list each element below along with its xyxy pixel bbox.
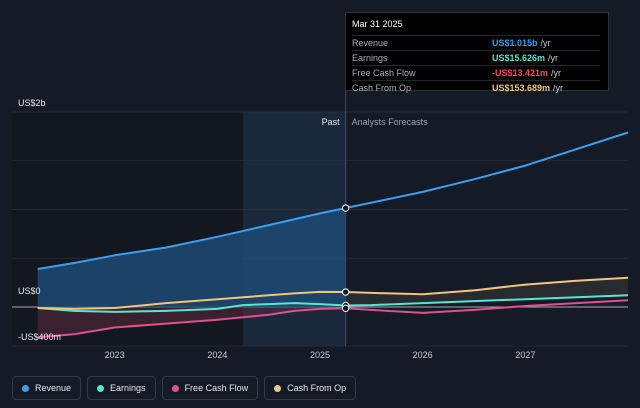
free-cash-flow-line — [37, 299, 629, 339]
tooltip-row: Free Cash Flow -US$13.421m/yr — [352, 65, 600, 80]
revenue-marker — [341, 204, 350, 212]
legend-item-revenue[interactable]: Revenue — [12, 376, 82, 400]
tooltip-row: Revenue US$1.015b/yr — [352, 35, 600, 50]
revenue-line — [37, 131, 629, 270]
x-tick-label: 2024 — [207, 350, 227, 360]
y-axis-top-label: US$2b — [18, 98, 46, 108]
x-tick-label: 2027 — [515, 350, 535, 360]
tooltip-row-name: Cash From Op — [352, 83, 412, 93]
cash-from-op-area — [345, 277, 628, 306]
tooltip: Mar 31 2025 Revenue US$1.015b/yr Earnings U… — [345, 12, 609, 93]
tooltip-row-name: Earnings — [352, 53, 388, 63]
tooltip-row-unit: /yr — [553, 83, 564, 93]
legend: Revenue Earnings Free Cash Flow Cash From O… — [12, 376, 357, 402]
legend-label: Cash From Op — [287, 383, 347, 393]
tooltip-row-value: US$153.689m — [492, 83, 551, 93]
legend-item-cash-from-op[interactable]: Cash From Op — [264, 376, 357, 400]
tooltip-row-name: Revenue — [352, 38, 389, 48]
earnings-line — [37, 294, 629, 313]
legend-dot-icon — [97, 384, 105, 392]
past-label: Past — [322, 117, 341, 127]
tooltip-date: Mar 31 2025 — [352, 19, 403, 29]
x-tick-label: 2025 — [310, 350, 330, 360]
forecast-label: Analysts Forecasts — [352, 117, 429, 127]
tooltip-row-unit: /yr — [548, 53, 559, 63]
tooltip-row-value: -US$13.421m — [492, 68, 549, 78]
legend-dot-icon — [274, 384, 282, 392]
tooltip-row-unit: /yr — [551, 68, 562, 78]
legend-label: Free Cash Flow — [184, 383, 249, 393]
free-cash-flow-marker — [341, 304, 350, 313]
tooltip-row-name: Free Cash Flow — [352, 68, 416, 78]
cash-from-op-marker — [341, 288, 350, 296]
legend-item-earnings[interactable]: Earnings — [87, 376, 156, 400]
revenue-area — [37, 208, 346, 307]
legend-dot-icon — [22, 384, 29, 392]
tooltip-row: Cash From Op US$153.689m/yr — [352, 80, 600, 95]
tooltip-row-unit: /yr — [540, 38, 551, 48]
cash-from-op-line — [37, 276, 629, 310]
tooltip-row: Earnings US$15.626m/yr — [352, 50, 600, 65]
y-axis-zero-label: US$0 — [18, 286, 41, 296]
legend-item-free-cash-flow[interactable]: Free Cash Flow — [161, 376, 259, 400]
x-tick-label: 2023 — [105, 350, 125, 360]
tooltip-row-value: US$15.626m — [492, 53, 546, 63]
legend-label: Earnings — [110, 383, 146, 393]
x-tick-label: 2026 — [413, 350, 433, 360]
legend-label: Revenue — [35, 383, 72, 393]
tooltip-row-value: US$1.015b — [492, 38, 538, 48]
legend-dot-icon — [171, 384, 179, 392]
y-axis-bottom-label: -US$400m — [18, 332, 61, 342]
